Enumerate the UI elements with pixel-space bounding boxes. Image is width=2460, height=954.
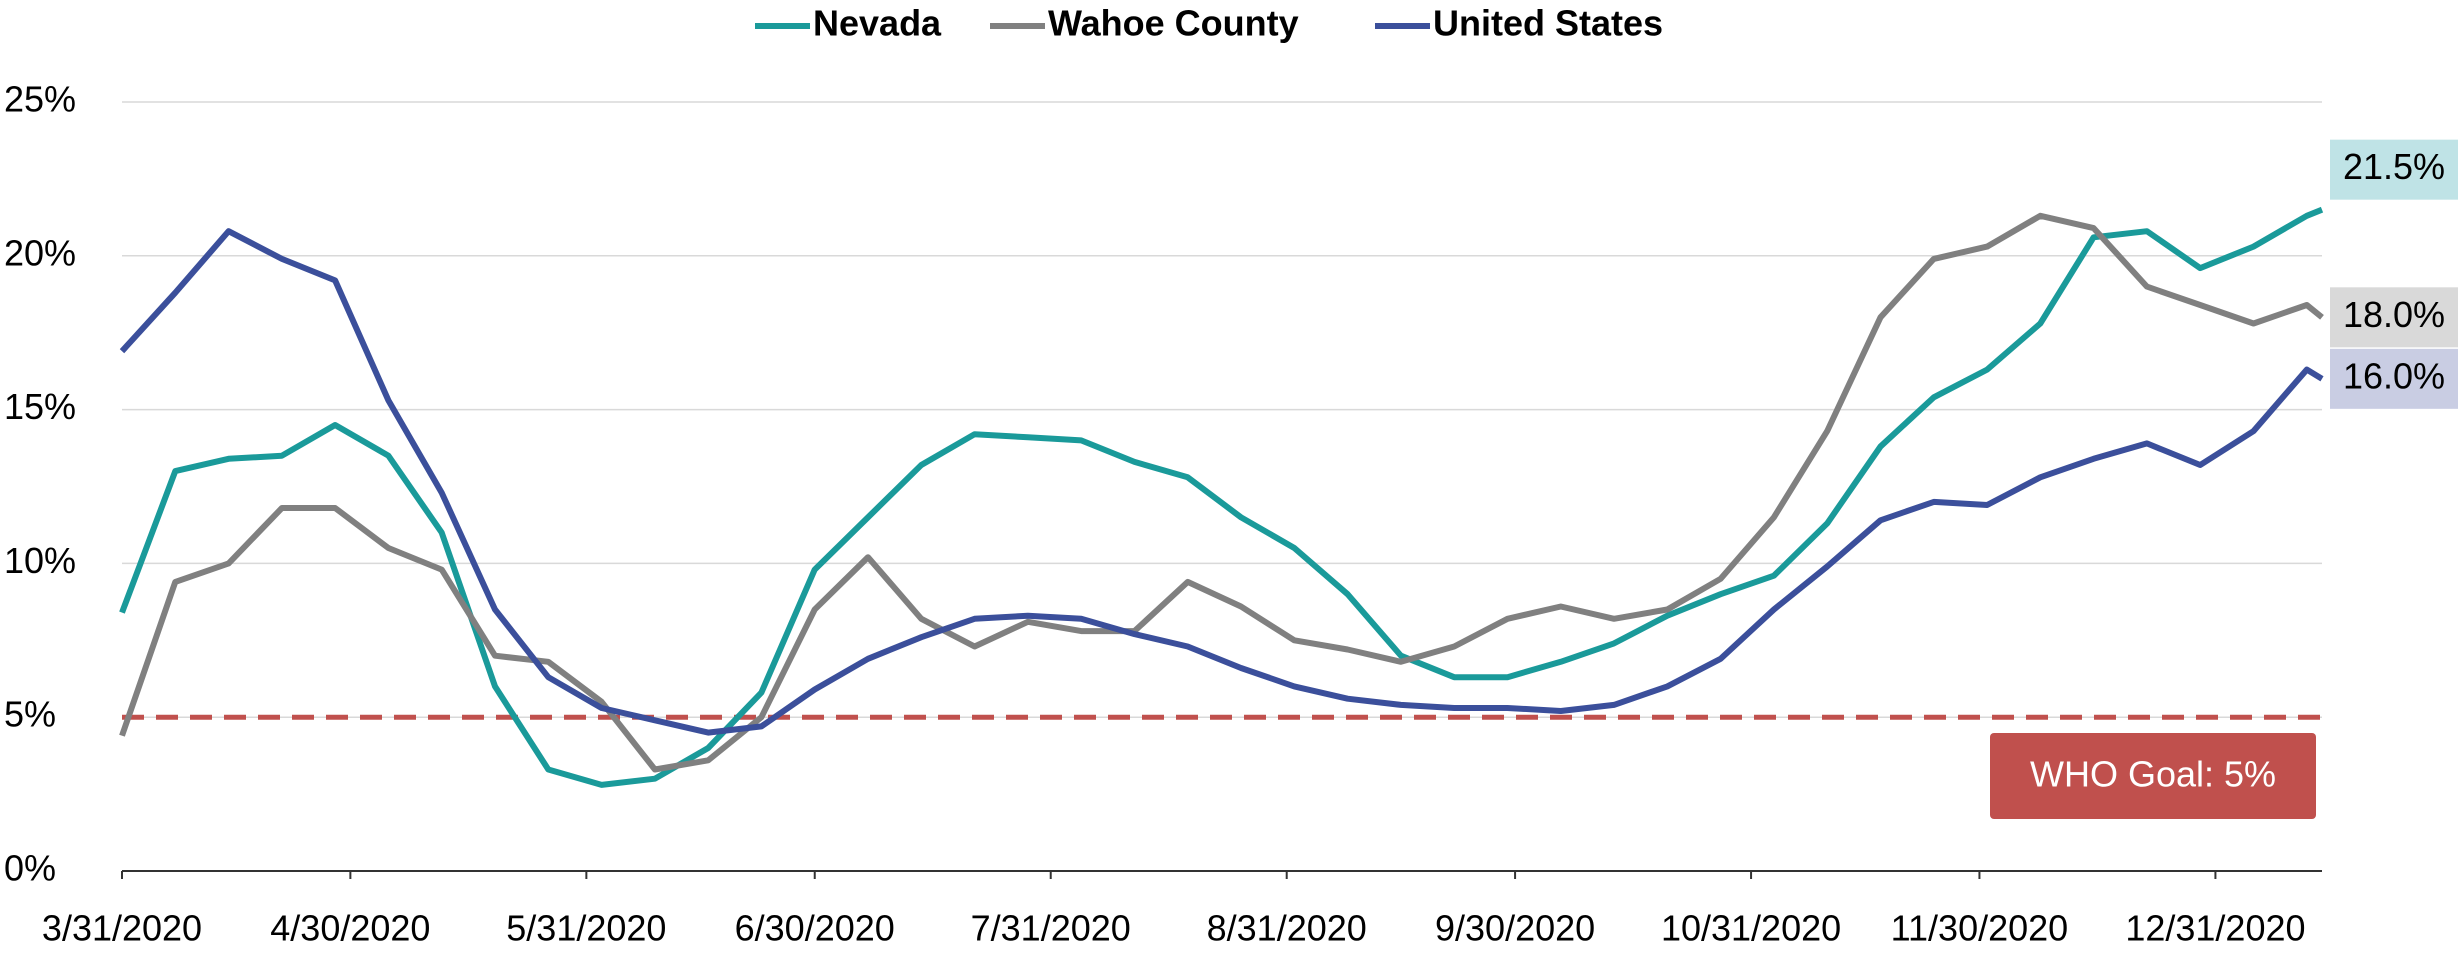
x-tick-label: 5/31/2020 <box>506 908 666 949</box>
legend-label: Nevada <box>813 3 942 44</box>
x-tick-label: 12/31/2020 <box>2125 908 2305 949</box>
end-label: 16.0% <box>2343 355 2445 396</box>
x-tick-label: 6/30/2020 <box>735 908 895 949</box>
x-tick-label: 9/30/2020 <box>1435 908 1595 949</box>
y-tick-label: 0% <box>4 848 56 889</box>
end-label-box <box>2330 287 2458 348</box>
legend-label: United States <box>1433 3 1663 44</box>
end-label-box <box>2330 139 2458 200</box>
y-tick-label: 15% <box>4 386 76 427</box>
reference-label: WHO Goal: 5% <box>2030 754 2276 795</box>
series-line <box>119 228 2324 736</box>
end-label: 21.5% <box>2343 146 2445 187</box>
legend-label: Wahoe County <box>1048 3 1299 44</box>
end-label: 18.0% <box>2343 294 2445 335</box>
end-label-box <box>2330 348 2458 409</box>
reference-label-box <box>1990 733 2316 819</box>
x-tick-label: 11/30/2020 <box>1891 908 2069 949</box>
x-tick-label: 7/31/2020 <box>971 908 1131 949</box>
y-tick-label: 20% <box>4 232 76 273</box>
x-tick-label: 4/30/2020 <box>270 908 430 949</box>
x-tick-label: 8/31/2020 <box>1207 908 1367 949</box>
x-tick-label: 3/31/2020 <box>42 908 202 949</box>
series-line <box>119 206 2324 788</box>
x-tick-label: 10/31/2020 <box>1661 908 1841 949</box>
y-tick-label: 5% <box>4 694 56 735</box>
y-tick-label: 25% <box>4 79 76 120</box>
series-line <box>119 212 2324 773</box>
y-tick-label: 10% <box>4 540 76 581</box>
